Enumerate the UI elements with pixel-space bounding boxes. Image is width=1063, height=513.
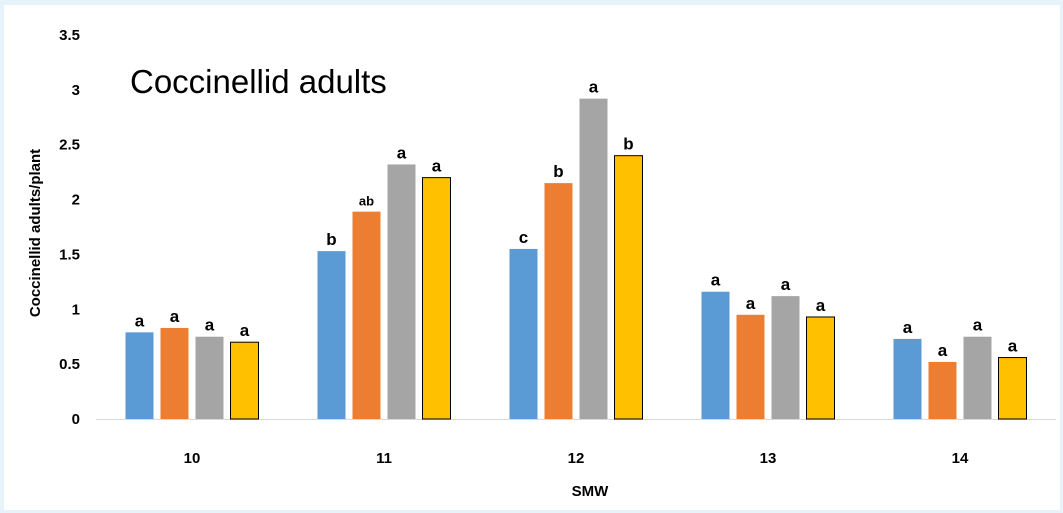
- bar: [509, 248, 538, 419]
- y-axis: 0 0.5 1 1.5 2 2.5 3 3.5: [59, 27, 80, 428]
- bar: [701, 291, 730, 419]
- x-tick-label: 12: [568, 450, 585, 467]
- bar: [317, 251, 346, 419]
- bar: [352, 211, 381, 419]
- significance-label: b: [553, 162, 563, 181]
- bar: [893, 338, 922, 419]
- bar: [579, 98, 608, 420]
- x-tick-label: 13: [760, 450, 777, 467]
- bar: [387, 164, 416, 419]
- significance-label: a: [938, 341, 948, 360]
- y-tick-label: 0.5: [59, 356, 80, 373]
- y-tick-label: 1.5: [59, 246, 80, 263]
- bar: [806, 316, 835, 420]
- significance-label: a: [397, 143, 407, 162]
- bar: [422, 177, 451, 420]
- chart-title: Coccinellid adults: [130, 63, 387, 100]
- bar: [125, 332, 154, 419]
- y-tick-label: 3: [72, 82, 80, 99]
- bar: [963, 336, 992, 419]
- bar: [928, 361, 957, 419]
- x-axis-title: SMW: [572, 483, 610, 500]
- x-tick-label: 10: [184, 450, 201, 467]
- significance-label: a: [589, 78, 599, 97]
- significance-label: b: [326, 230, 336, 249]
- chart-panel: 0 0.5 1 1.5 2 2.5 3 3.5 a a a a b ab a a c b a b a a a a a a a a 1…: [4, 5, 1060, 510]
- significance-label: ab: [359, 194, 374, 209]
- bar: [195, 336, 224, 419]
- significance-label: a: [781, 275, 791, 294]
- bar: [614, 155, 643, 420]
- x-tick-label: 14: [952, 450, 969, 467]
- y-tick-label: 3.5: [59, 27, 80, 44]
- bar: [160, 327, 189, 419]
- significance-label: a: [903, 318, 913, 337]
- y-axis-title: Coccinellid adults/plant: [27, 149, 44, 317]
- y-tick-label: 1: [72, 301, 80, 318]
- bar: [998, 357, 1027, 420]
- significance-label: c: [519, 228, 528, 247]
- y-tick-label: 2: [72, 192, 80, 209]
- significance-label: b: [623, 135, 633, 154]
- significance-label: a: [711, 271, 721, 290]
- y-tick-label: 2.5: [59, 137, 80, 154]
- significance-label: a: [205, 316, 215, 335]
- bars-layer: [125, 98, 1027, 420]
- bar: [771, 296, 800, 419]
- significance-label: a: [973, 316, 983, 335]
- significance-label: a: [135, 311, 145, 330]
- x-tick-label: 11: [376, 450, 392, 467]
- x-axis: 10 11 12 13 14: [184, 450, 969, 467]
- significance-label: a: [1008, 337, 1018, 356]
- bar: [544, 183, 573, 419]
- bar: [736, 314, 765, 419]
- significance-label: a: [432, 157, 442, 176]
- significance-label: a: [240, 321, 250, 340]
- significance-label: a: [170, 307, 180, 326]
- significance-label: a: [816, 296, 826, 315]
- bar: [230, 341, 259, 420]
- y-tick-label: 0: [72, 411, 80, 428]
- significance-label: a: [746, 294, 756, 313]
